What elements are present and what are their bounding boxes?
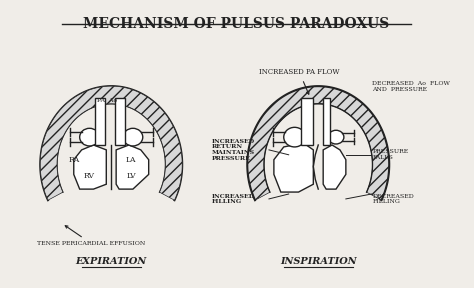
- Text: LA: LA: [126, 156, 136, 164]
- Text: EXPIRATION: EXPIRATION: [75, 257, 147, 266]
- Text: MECHANISM OF PULSUS PARADOXUS: MECHANISM OF PULSUS PARADOXUS: [83, 16, 390, 31]
- Text: PRESSURE
FALLS: PRESSURE FALLS: [373, 149, 409, 160]
- Text: INCREASED
RETURN
MAINTAINS
PRESSURE: INCREASED RETURN MAINTAINS PRESSURE: [212, 139, 255, 161]
- Bar: [95, 98, 105, 145]
- Text: LV: LV: [126, 172, 136, 180]
- Text: INCREASED PA FLOW: INCREASED PA FLOW: [259, 68, 340, 94]
- Text: RV: RV: [84, 172, 95, 180]
- Ellipse shape: [80, 128, 100, 146]
- Polygon shape: [247, 86, 389, 200]
- Text: INCREASED
FILLING: INCREASED FILLING: [212, 194, 255, 204]
- Ellipse shape: [328, 130, 344, 144]
- Polygon shape: [274, 143, 313, 192]
- Bar: [301, 98, 313, 145]
- Ellipse shape: [284, 127, 305, 147]
- Text: INSPIRATION: INSPIRATION: [280, 257, 356, 266]
- Polygon shape: [323, 145, 346, 189]
- Text: RA: RA: [68, 156, 79, 164]
- Bar: [115, 98, 125, 145]
- Polygon shape: [40, 86, 182, 200]
- Text: DECREASED  Ao  FLOW
AND  PRESSURE: DECREASED Ao FLOW AND PRESSURE: [373, 81, 450, 92]
- Ellipse shape: [123, 128, 143, 146]
- Text: TENSE PERICARDIAL EFFUSION: TENSE PERICARDIAL EFFUSION: [37, 226, 146, 246]
- Text: PA  Ao: PA Ao: [97, 98, 118, 103]
- Polygon shape: [247, 86, 389, 200]
- Text: DECREASED
FILLING: DECREASED FILLING: [373, 194, 414, 204]
- Polygon shape: [74, 145, 106, 189]
- Polygon shape: [40, 86, 182, 200]
- Polygon shape: [116, 145, 149, 189]
- Bar: [323, 98, 330, 145]
